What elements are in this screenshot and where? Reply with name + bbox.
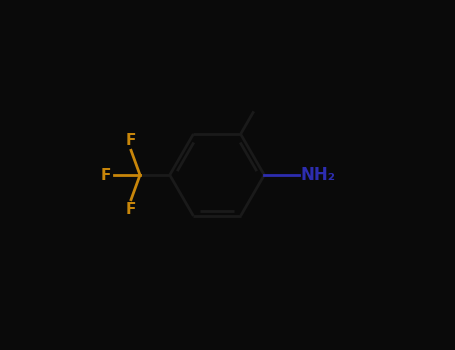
Text: NH₂: NH₂ [301,166,336,184]
Text: F: F [126,133,136,148]
Text: F: F [101,168,111,182]
Text: F: F [126,202,136,217]
